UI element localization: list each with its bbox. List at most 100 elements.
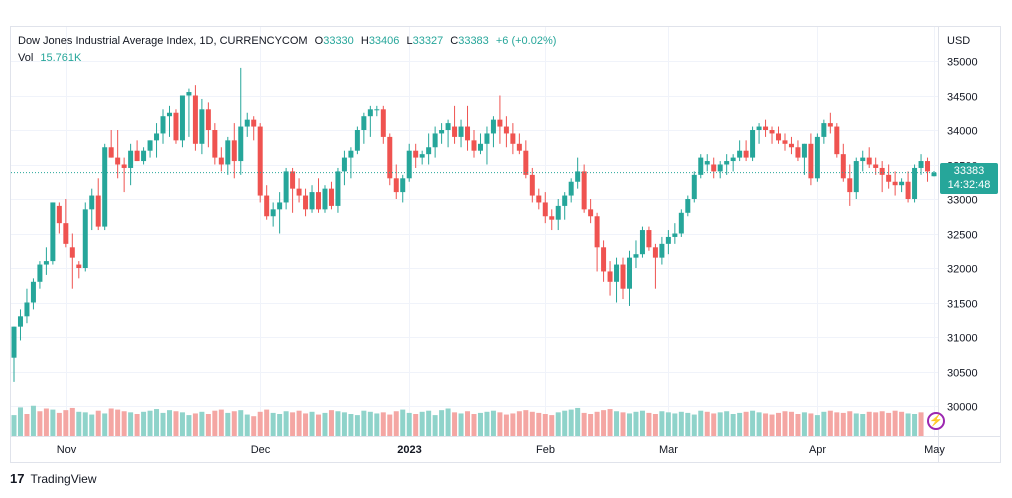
volume-bar <box>626 413 632 436</box>
candle <box>562 192 568 220</box>
volume-bar <box>795 414 801 436</box>
candle-body <box>225 140 231 165</box>
volume-bar <box>601 410 607 436</box>
candle-body <box>581 171 587 210</box>
candle <box>633 240 639 268</box>
candle-body <box>899 181 905 186</box>
candle <box>490 116 496 148</box>
volume-bar <box>128 412 134 436</box>
volume-bar <box>646 412 652 436</box>
candle-body <box>43 261 49 265</box>
candle <box>147 140 153 158</box>
candle <box>685 195 691 217</box>
volume-bar <box>432 415 438 436</box>
candle <box>316 178 322 213</box>
candle-body <box>523 150 529 175</box>
candle-body <box>179 95 185 141</box>
candle <box>672 223 678 244</box>
volume-bar <box>244 414 250 436</box>
volume-bar <box>581 412 587 436</box>
candle-body <box>11 326 17 358</box>
volume-bar <box>912 414 918 436</box>
candle <box>426 133 432 165</box>
candle-body <box>626 257 632 289</box>
candle-body <box>341 157 347 172</box>
volume-bar <box>529 411 535 436</box>
candle-body <box>63 223 69 244</box>
candle <box>471 130 477 158</box>
candle <box>808 133 814 186</box>
time-axis[interactable]: Nov Dec 2023 Feb Mar Apr May <box>57 444 946 456</box>
volume-bar <box>588 414 594 436</box>
candle-body <box>510 133 516 144</box>
candle-body <box>542 202 548 217</box>
candle-body <box>750 130 756 158</box>
volume-label[interactable]: Vol <box>18 52 34 64</box>
candle-body <box>536 195 542 203</box>
y-tick-label: 31500 <box>947 299 978 311</box>
volume-bar <box>231 411 237 436</box>
volume-legend: Vol 15.761K <box>18 52 81 64</box>
volume-bar <box>516 411 522 436</box>
candle-body <box>821 123 827 137</box>
high-label: H <box>360 35 369 47</box>
candle <box>588 199 594 224</box>
volume-bar <box>179 412 185 436</box>
volume-bar <box>886 412 892 436</box>
candle <box>769 126 775 144</box>
candle <box>912 164 918 203</box>
candle-body <box>328 188 334 206</box>
price-axis[interactable]: 3500034500340003350033000325003200031500… <box>947 57 978 414</box>
candle-body <box>594 216 600 248</box>
volume-bar <box>737 412 743 436</box>
candle-body <box>912 167 918 199</box>
volume-bar <box>698 410 704 436</box>
candle <box>328 181 334 210</box>
candle-body <box>154 133 160 141</box>
candle-body <box>426 147 432 155</box>
x-tick-label: Mar <box>659 444 678 456</box>
volume-bar <box>847 411 853 436</box>
candle <box>37 261 43 289</box>
volume-bar <box>348 414 354 436</box>
volume-bar <box>264 409 270 436</box>
volume-bar <box>866 411 872 436</box>
brand-name: TradingView <box>30 471 97 486</box>
volume-bar <box>892 410 898 436</box>
volume-bar <box>704 411 710 436</box>
candle <box>11 326 17 382</box>
candle <box>866 147 872 168</box>
candle <box>510 123 516 155</box>
candle <box>840 143 846 182</box>
y-tick-label: 35000 <box>947 57 978 69</box>
candle <box>484 126 490 165</box>
candle-body <box>704 161 710 165</box>
candle-body <box>925 161 931 172</box>
candle <box>879 161 885 193</box>
candle <box>419 150 425 165</box>
volume-bar <box>853 413 859 436</box>
candle <box>322 185 328 213</box>
volume-bar <box>270 412 276 436</box>
candle-body <box>737 150 743 158</box>
lightning-icon[interactable]: ⚡ <box>927 412 945 430</box>
candle <box>205 102 211 148</box>
candle <box>270 202 276 227</box>
candle-body <box>678 212 684 234</box>
currency-label[interactable]: USD <box>947 35 971 47</box>
volume-bar <box>536 412 542 436</box>
volume-bar <box>918 412 924 436</box>
footer-brand[interactable]: 17 TradingView <box>10 471 97 486</box>
candle <box>393 164 399 199</box>
candle-body <box>192 95 198 144</box>
candle-body <box>290 171 296 189</box>
volume-bar <box>769 414 775 436</box>
candle <box>776 126 782 144</box>
candle <box>296 178 302 203</box>
volume-bar <box>296 410 302 436</box>
x-tick-label: May <box>924 444 945 456</box>
candle <box>179 95 185 148</box>
volume-bar <box>730 414 736 436</box>
symbol-title[interactable]: Dow Jones Industrial Average Index, 1D, … <box>18 35 308 47</box>
